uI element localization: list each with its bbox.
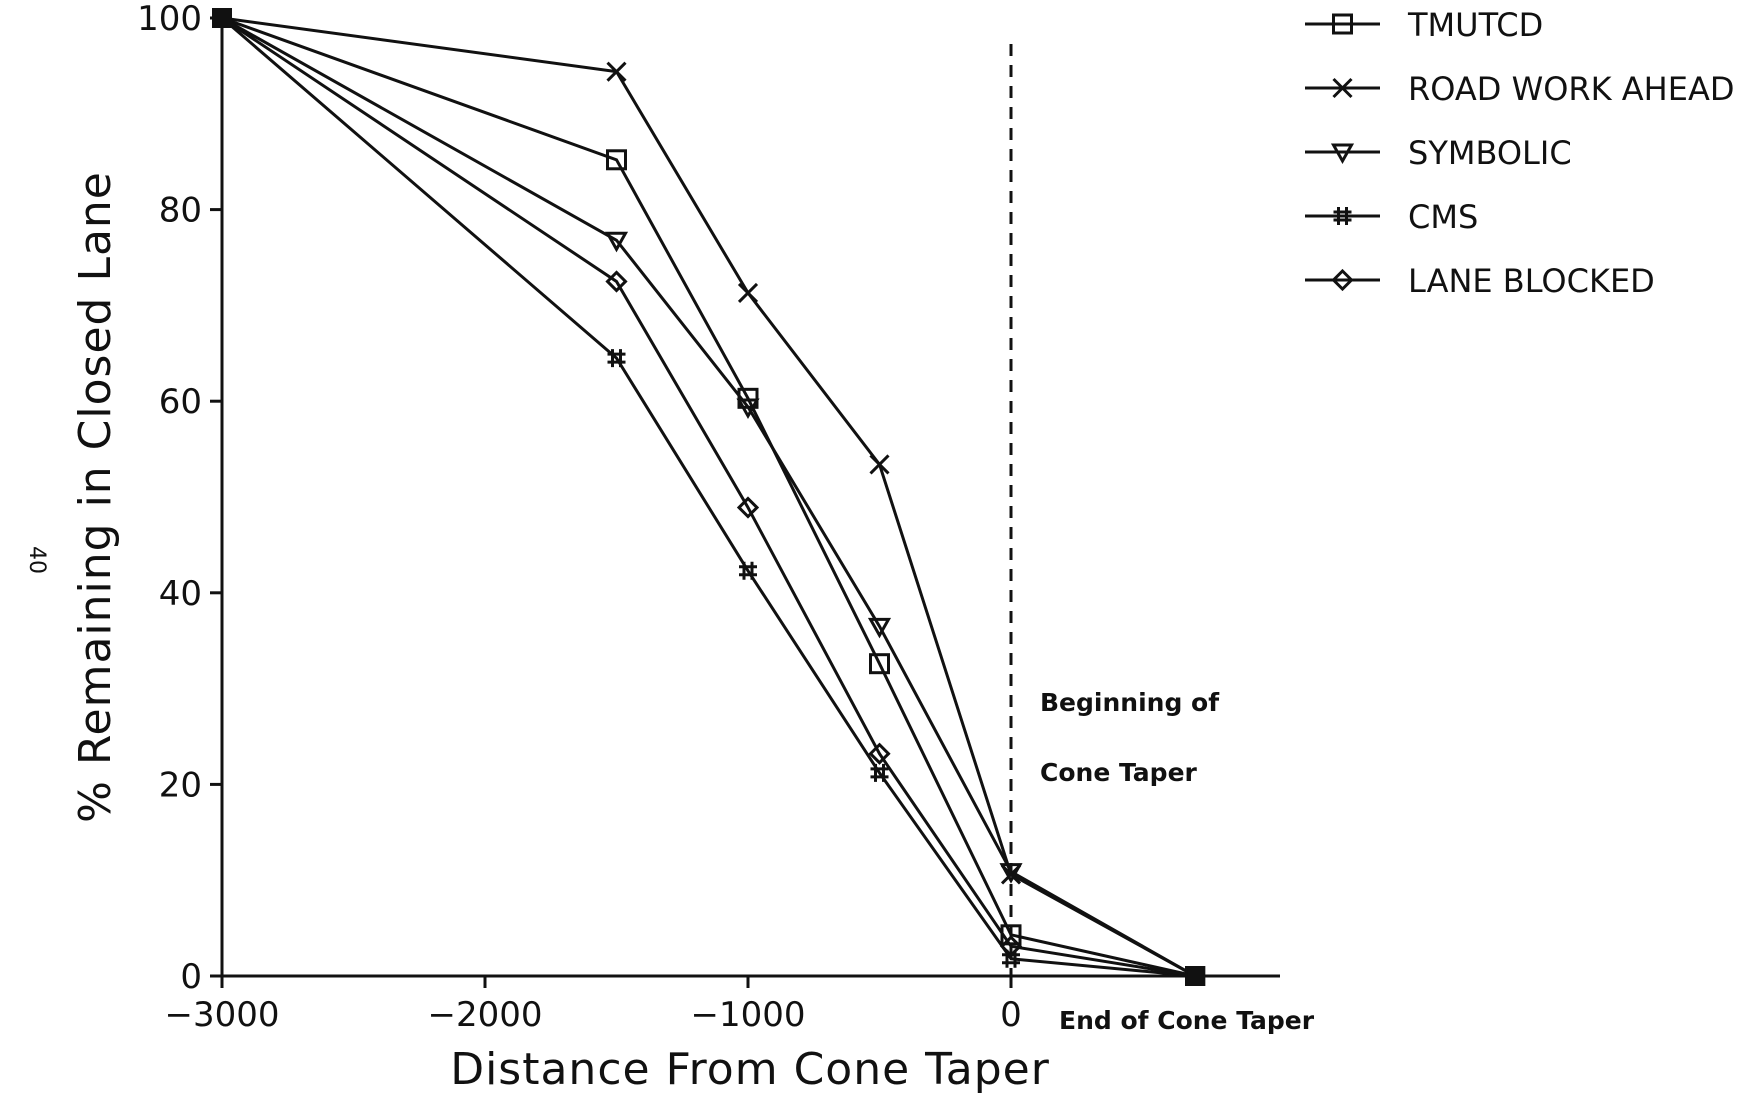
y-tick-label: 0 <box>180 957 202 997</box>
x-marker <box>737 282 759 304</box>
legend-entry: LANE BLOCKED <box>1305 262 1655 300</box>
y-tick-label: 20 <box>159 765 202 805</box>
hash-marker <box>739 561 757 580</box>
series-line <box>221 16 1196 978</box>
diamond-marker <box>868 742 891 765</box>
triangle-marker <box>736 398 760 420</box>
hash-marker <box>607 349 626 368</box>
x-tick-label: 0 <box>1000 995 1022 1035</box>
series-lane-blocked <box>212 8 1206 986</box>
x-marker <box>1332 77 1353 99</box>
legend-label: CMS <box>1408 198 1478 236</box>
series-tmutcd <box>212 8 1206 986</box>
endpoint-marker <box>212 8 232 28</box>
legend-label: LANE BLOCKED <box>1408 262 1655 300</box>
y-tick-label: 40 <box>159 574 202 614</box>
y-tick-label: 80 <box>159 191 202 231</box>
legend-entry: TMUTCD <box>1305 6 1543 44</box>
series-line <box>221 16 1196 978</box>
legend-entry: ROAD WORK AHEAD <box>1305 70 1734 108</box>
x-tick-label: −3000 <box>164 995 279 1035</box>
series-road-work-ahead <box>212 8 1206 986</box>
series-cms <box>212 8 1206 986</box>
diamond-marker <box>736 496 760 519</box>
y-tick-label: 60 <box>159 382 202 422</box>
hash-marker <box>1002 949 1020 968</box>
annotations: Beginning of Cone Taper End of Cone Taper <box>1040 688 1315 1035</box>
diamond-marker <box>605 270 628 293</box>
x-tick-label: −1000 <box>690 995 805 1035</box>
triangle-marker <box>999 863 1023 884</box>
axes: 0 20 40 60 80 100 −3000 −2000 −1000 0 <box>137 0 1280 1035</box>
legend-entry: CMS <box>1305 198 1478 236</box>
triangle-marker <box>1330 143 1355 165</box>
triangle-marker <box>867 617 892 639</box>
square-marker <box>606 149 627 171</box>
legend: TMUTCD ROAD WORK AHEAD SYMBOLIC CMS LANE BLO… <box>1305 6 1734 300</box>
page-number: 40 <box>24 546 49 574</box>
legend-label: TMUTCD <box>1407 6 1543 44</box>
series-layer <box>212 8 1206 986</box>
triangle-marker <box>604 231 629 253</box>
hash-marker <box>870 763 889 782</box>
annotation-label: End of Cone Taper <box>1059 1006 1315 1035</box>
annotation-label: Beginning of <box>1040 688 1220 717</box>
series-line <box>221 16 1196 978</box>
x-marker <box>606 61 627 82</box>
y-axis-title: % Remaining in Closed Lane <box>70 171 121 823</box>
square-marker <box>1332 13 1353 35</box>
hash-marker <box>1333 207 1352 225</box>
endpoint-marker <box>1185 966 1206 986</box>
series-symbolic <box>212 8 1206 986</box>
square-marker <box>869 653 890 675</box>
legend-label: SYMBOLIC <box>1408 134 1572 172</box>
x-axis-title: Distance From Cone Taper <box>450 1044 1050 1095</box>
annotation-label: Cone Taper <box>1040 758 1198 787</box>
x-tick-label: −2000 <box>427 995 542 1035</box>
diamond-marker <box>999 935 1023 958</box>
diamond-marker <box>1331 268 1354 292</box>
legend-label: ROAD WORK AHEAD <box>1408 70 1734 108</box>
series-line <box>221 16 1196 978</box>
legend-entry: SYMBOLIC <box>1305 134 1572 172</box>
x-marker <box>869 454 890 475</box>
series-line <box>221 16 1196 978</box>
y-tick-label: 100 <box>137 0 202 39</box>
